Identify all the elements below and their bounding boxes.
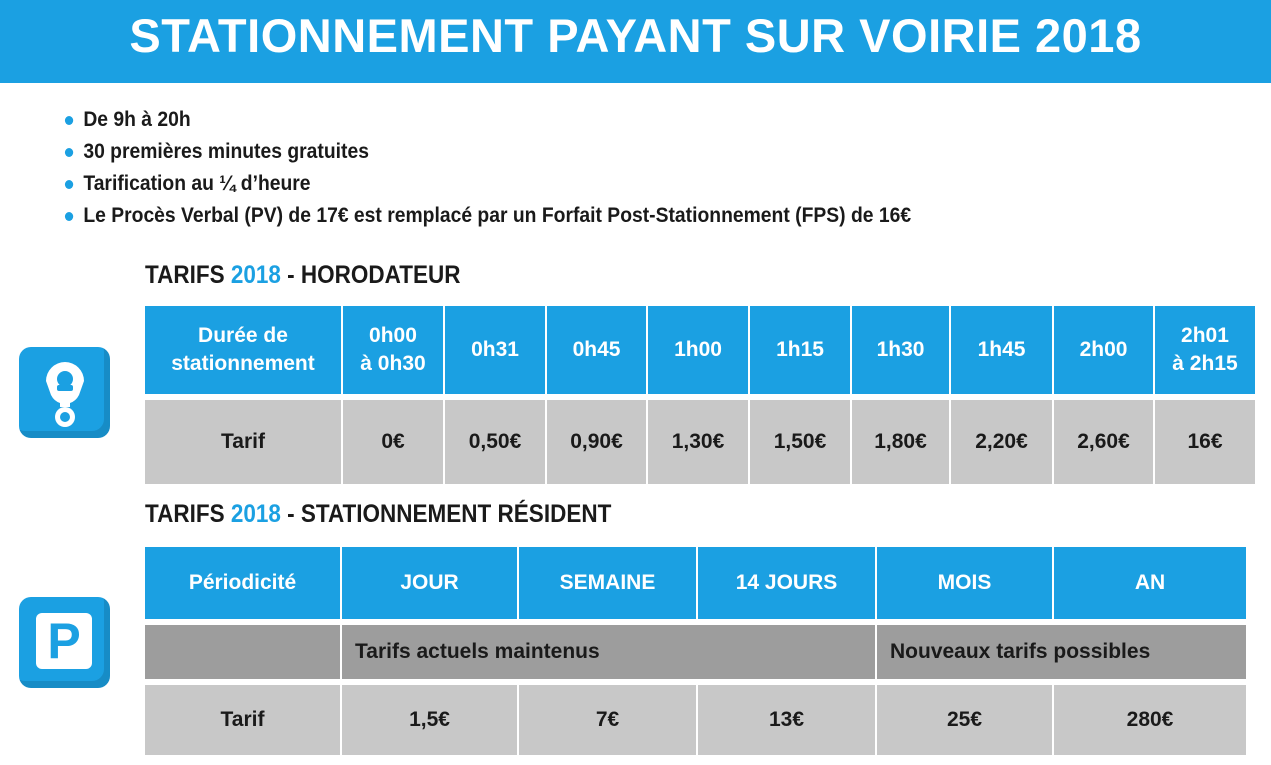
info-list: De 9h à 20h 30 premières minutes gratuit…	[64, 104, 985, 232]
group-current-label: Tarifs actuels maintenus	[342, 625, 875, 679]
column-header: 2h00	[1054, 306, 1153, 394]
row-header-duration: Durée de stationnement	[145, 306, 341, 394]
section-title-prefix: TARIFS	[145, 261, 225, 289]
row-header-tarif: Tarif	[145, 400, 341, 484]
list-item: Tarification au ¼ d’heure	[64, 168, 911, 200]
price-cell: 1,80€	[852, 400, 949, 484]
section-title-year: 2018	[230, 500, 281, 528]
column-header: 14 JOURS	[698, 547, 875, 619]
price-cell: 16€	[1155, 400, 1255, 484]
bullet-text: Le Procès Verbal (PV) de 17€ est remplac…	[83, 204, 912, 227]
resident-section-title: TARIFS 2018 - STATIONNEMENT RÉSIDENT	[145, 500, 611, 529]
section-title-suffix: - STATIONNEMENT RÉSIDENT	[280, 500, 612, 528]
price-cell: 0,90€	[547, 400, 646, 484]
price-cell: 1,30€	[648, 400, 748, 484]
resident-table: Périodicité JOUR SEMAINE 14 JOURS MOIS AN Tari…	[145, 547, 1246, 755]
column-header: 0h31	[445, 306, 545, 394]
title-banner: STATIONNEMENT PAYANT SUR VOIRIE 2018	[0, 0, 1271, 83]
parking-letter: P	[36, 613, 92, 669]
price-cell: 1,50€	[750, 400, 850, 484]
parking-meter-icon	[19, 347, 110, 438]
bullet-text: 30 premières minutes gratuites	[83, 140, 369, 163]
column-header: 1h45	[951, 306, 1052, 394]
parking-p-icon: P	[19, 597, 110, 688]
section-title-suffix: - HORODATEUR	[280, 261, 461, 289]
column-header: JOUR	[342, 547, 517, 619]
bullet-dot-icon	[64, 148, 74, 157]
bullet-dot-icon	[64, 116, 74, 125]
horodateur-table: Durée de stationnement 0h00 à 0h30 0h31 0h45 1…	[145, 306, 1255, 484]
price-cell: 2,60€	[1054, 400, 1153, 484]
column-header: 1h00	[648, 306, 748, 394]
column-header: 0h00 à 0h30	[343, 306, 443, 394]
column-header: 0h45	[547, 306, 646, 394]
column-header: SEMAINE	[519, 547, 696, 619]
row-header-tarif: Tarif	[145, 685, 340, 755]
price-cell: 0,50€	[445, 400, 545, 484]
list-item: 30 premières minutes gratuites	[64, 136, 911, 168]
column-header: 2h01 à 2h15	[1155, 306, 1255, 394]
price-cell: 7€	[519, 685, 696, 755]
column-header: 1h15	[750, 306, 850, 394]
price-cell: 13€	[698, 685, 875, 755]
row-header-periodicite: Périodicité	[145, 547, 340, 619]
column-header: MOIS	[877, 547, 1052, 619]
price-cell: 0€	[343, 400, 443, 484]
price-cell: 280€	[1054, 685, 1246, 755]
page-title: STATIONNEMENT PAYANT SUR VOIRIE 2018	[129, 9, 1142, 62]
column-header: AN	[1054, 547, 1246, 619]
column-header: 1h30	[852, 306, 949, 394]
bullet-text: De 9h à 20h	[83, 108, 191, 131]
bullet-dot-icon	[64, 180, 74, 189]
price-cell: 25€	[877, 685, 1052, 755]
section-title-prefix: TARIFS	[145, 500, 225, 528]
bullet-text: Tarification au ¼ d’heure	[83, 172, 311, 195]
bullet-dot-icon	[64, 212, 74, 221]
list-item: De 9h à 20h	[64, 104, 911, 136]
group-empty-cell	[145, 625, 340, 679]
list-item: Le Procès Verbal (PV) de 17€ est remplac…	[64, 200, 911, 232]
section-title-year: 2018	[230, 261, 281, 289]
price-cell: 2,20€	[951, 400, 1052, 484]
horodateur-section-title: TARIFS 2018 - HORODATEUR	[145, 261, 460, 290]
price-cell: 1,5€	[342, 685, 517, 755]
group-new-label: Nouveaux tarifs possibles	[877, 625, 1246, 679]
